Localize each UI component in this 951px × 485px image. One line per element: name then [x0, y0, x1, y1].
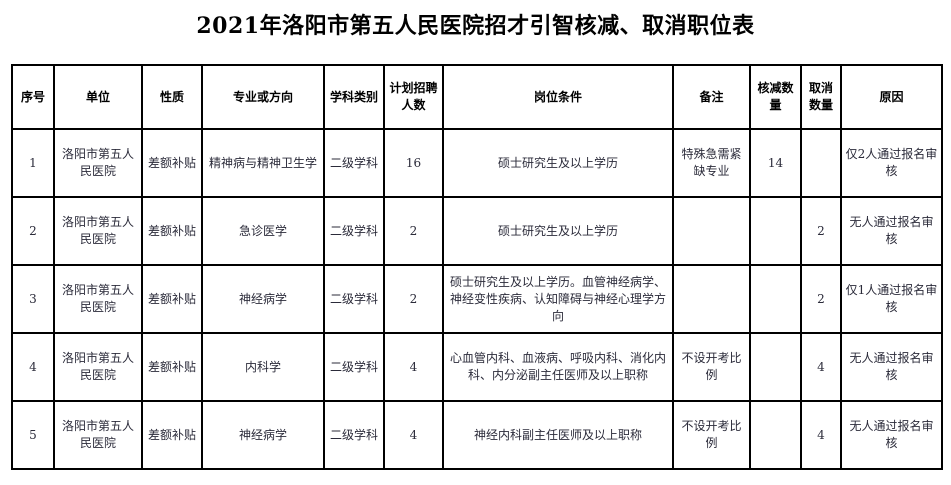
- cell-cancelled: 4: [800, 400, 842, 470]
- cell-planned: 16: [383, 128, 444, 198]
- cell-reduced: [749, 196, 802, 266]
- cell-unit: 洛阳市第五人民医院: [53, 128, 143, 198]
- cell-reason: 无人通过报名审核: [840, 332, 943, 402]
- cell-seq: 2: [11, 196, 55, 266]
- table-row: 4 洛阳市第五人民医院 差额补贴 内科学 二级学科 4 心血管内科、血液病、呼吸内科、消化内…: [11, 332, 943, 402]
- cell-nature: 差额补贴: [141, 196, 203, 266]
- cell-reduced: [749, 400, 802, 470]
- cell-reduced: [749, 264, 802, 334]
- column-header-unit: 单位: [53, 64, 143, 130]
- cell-remarks: 不设开考比例: [672, 332, 751, 402]
- cell-category: 二级学科: [323, 196, 385, 266]
- cell-reason: 仅1人通过报名审核: [840, 264, 943, 334]
- cell-nature: 差额补贴: [141, 400, 203, 470]
- cell-reason: 无人通过报名审核: [840, 196, 943, 266]
- column-header-seq: 序号: [11, 64, 55, 130]
- cell-planned: 4: [383, 332, 444, 402]
- cell-cancelled: 2: [800, 264, 842, 334]
- cell-unit: 洛阳市第五人民医院: [53, 400, 143, 470]
- cell-category: 二级学科: [323, 264, 385, 334]
- cell-reason: 无人通过报名审核: [840, 400, 943, 470]
- cell-major: 神经病学: [201, 400, 325, 470]
- cell-cancelled: 4: [800, 332, 842, 402]
- cell-reduced: 14: [749, 128, 802, 198]
- cell-category: 二级学科: [323, 332, 385, 402]
- column-header-cancelled: 取消数量: [800, 64, 842, 130]
- cell-planned: 2: [383, 196, 444, 266]
- table-row: 2 洛阳市第五人民医院 差额补贴 急诊医学 二级学科 2 硕士研究生及以上学历 2 无人通过报名…: [11, 196, 943, 266]
- column-header-major: 专业或方向: [201, 64, 325, 130]
- column-header-nature: 性质: [141, 64, 203, 130]
- column-header-reason: 原因: [840, 64, 943, 130]
- cell-remarks: [672, 264, 751, 334]
- cell-seq: 4: [11, 332, 55, 402]
- cell-unit: 洛阳市第五人民医院: [53, 264, 143, 334]
- table-row: 1 洛阳市第五人民医院 差额补贴 精神病与精神卫生学 二级学科 16 硕士研究生及以上学历特…: [11, 128, 943, 198]
- cell-requirements: 神经内科副主任医师及以上职称: [442, 400, 674, 470]
- page-title: 2021年洛阳市第五人民医院招才引智核减、取消职位表: [196, 13, 755, 39]
- cell-seq: 3: [11, 264, 55, 334]
- cell-seq: 5: [11, 400, 55, 470]
- header-row: 序号 单位 性质 专业或方向 学科类别 计划招聘人数 岗位条件 备注 核减数量 取消数量 原因: [11, 64, 943, 130]
- cell-category: 二级学科: [323, 128, 385, 198]
- table-row: 3 洛阳市第五人民医院 差额补贴 神经病学 二级学科 2 硕士研究生及以上学历。血管神经病学…: [11, 264, 943, 334]
- cell-nature: 差额补贴: [141, 128, 203, 198]
- cell-planned: 2: [383, 264, 444, 334]
- cell-cancelled: [800, 128, 842, 198]
- cell-major: 神经病学: [201, 264, 325, 334]
- cell-requirements: 硕士研究生及以上学历。血管神经病学、神经变性疾病、认知障碍与神经心理学方向: [442, 264, 674, 334]
- cell-nature: 差额补贴: [141, 264, 203, 334]
- column-header-planned: 计划招聘人数: [383, 64, 444, 130]
- cell-requirements: 硕士研究生及以上学历: [442, 128, 674, 198]
- cell-reduced: [749, 332, 802, 402]
- cell-reason: 仅2人通过报名审核: [840, 128, 943, 198]
- cell-remarks: 特殊急需紧缺专业: [672, 128, 751, 198]
- cell-category: 二级学科: [323, 400, 385, 470]
- cell-planned: 4: [383, 400, 444, 470]
- cell-major: 精神病与精神卫生学: [201, 128, 325, 198]
- cell-major: 急诊医学: [201, 196, 325, 266]
- cell-requirements: 硕士研究生及以上学历: [442, 196, 674, 266]
- cell-unit: 洛阳市第五人民医院: [53, 196, 143, 266]
- cell-nature: 差额补贴: [141, 332, 203, 402]
- cell-unit: 洛阳市第五人民医院: [53, 332, 143, 402]
- cell-remarks: 不设开考比例: [672, 400, 751, 470]
- cell-remarks: [672, 196, 751, 266]
- cell-requirements: 心血管内科、血液病、呼吸内科、消化内科、内分泌副主任医师及以上职称: [442, 332, 674, 402]
- cell-seq: 1: [11, 128, 55, 198]
- column-header-remarks: 备注: [672, 64, 751, 130]
- table-row: 5 洛阳市第五人民医院 差额补贴 神经病学 二级学科 4 神经内科副主任医师及以上职称 不设开…: [11, 400, 943, 470]
- column-header-requirements: 岗位条件: [442, 64, 674, 130]
- column-header-category: 学科类别: [323, 64, 385, 130]
- cell-major: 内科学: [201, 332, 325, 402]
- column-header-reduced: 核减数量: [749, 64, 802, 130]
- cell-cancelled: 2: [800, 196, 842, 266]
